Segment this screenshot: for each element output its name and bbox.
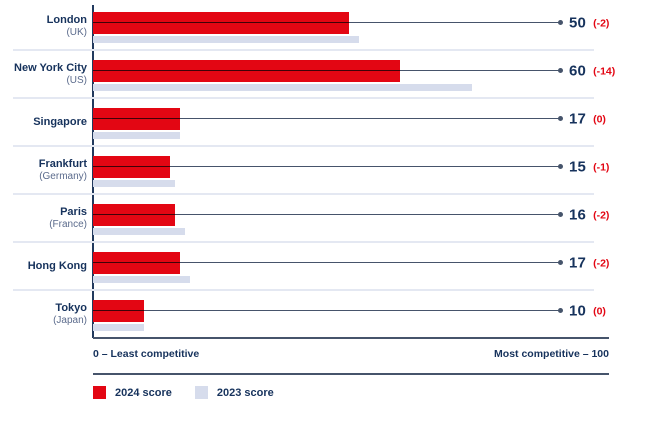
score-value: 15 (-1): [569, 159, 609, 176]
bar-2024: [93, 252, 181, 274]
chart-row-tokyo: Tokyo (Japan) 10 (0): [0, 290, 648, 338]
row-separator: [13, 145, 594, 147]
bar-2024: [93, 156, 170, 178]
score-change: (0): [593, 305, 606, 317]
country-label: (UK): [66, 26, 87, 38]
row-label: Paris (France): [0, 196, 87, 240]
country-label: (France): [49, 218, 87, 230]
score-number: 15: [569, 158, 587, 176]
city-label: Paris: [60, 205, 87, 218]
score-value: 17 (0): [569, 111, 606, 128]
score-number: 17: [569, 254, 587, 272]
chart-row-london: London (UK) 50 (-2): [0, 2, 648, 51]
city-label: New York City: [14, 61, 87, 74]
bar-2024: [93, 108, 181, 130]
score-number: 17: [569, 110, 587, 128]
chart-row-paris: Paris (France) 16 (-2): [0, 194, 648, 243]
chart-row-frankfurt: Frankfurt (Germany) 15 (-1): [0, 146, 648, 195]
x-axis-bottom-line: [93, 337, 609, 339]
score-leader-line: [93, 259, 563, 265]
legend: 2024 score 2023 score: [93, 386, 274, 399]
row-separator: [13, 241, 594, 243]
city-label: Frankfurt: [38, 157, 87, 170]
row-label: Frankfurt (Germany): [0, 148, 87, 192]
row-label: London (UK): [0, 4, 87, 48]
score-value: 60 (-14): [569, 63, 615, 80]
city-label: Singapore: [33, 115, 87, 128]
bar-2023: [93, 276, 191, 283]
legend-item-2024: 2024 score: [93, 386, 172, 399]
score-number: 10: [569, 302, 587, 320]
city-label: London: [46, 13, 87, 26]
axis-notes: 0 – Least competitive Most competitive –…: [93, 348, 609, 360]
legend-label-2023: 2023 score: [216, 386, 274, 399]
bar-2024: [93, 300, 145, 322]
bar-2024: [93, 60, 401, 82]
bar-2023: [93, 84, 472, 91]
city-label: Hong Kong: [27, 259, 87, 272]
score-leader-line: [93, 115, 563, 121]
score-number: 60: [569, 62, 587, 80]
bar-2023: [93, 324, 145, 331]
score-change: (-2): [593, 209, 610, 221]
score-value: 17 (-2): [569, 255, 609, 272]
score-number: 50: [569, 14, 587, 32]
country-label: (Japan): [53, 314, 87, 326]
row-separator: [13, 289, 594, 291]
score-leader-line: [93, 307, 563, 313]
score-number: 16: [569, 206, 587, 224]
row-label: Tokyo (Japan): [0, 292, 87, 336]
chart-rows: London (UK) 50 (-2) New York City (US) 6…: [0, 2, 648, 338]
legend-swatch-2024: [93, 386, 106, 399]
score-change: (-14): [593, 65, 616, 77]
footer-divider-line: [93, 373, 609, 375]
score-leader-line: [93, 67, 563, 73]
chart-row-new-york-city: New York City (US) 60 (-14): [0, 50, 648, 99]
row-label: Singapore: [0, 100, 87, 144]
legend-item-2023: 2023 score: [194, 386, 274, 399]
row-separator: [13, 97, 594, 99]
score-value: 50 (-2): [569, 15, 609, 32]
legend-label-2024: 2024 score: [115, 386, 172, 399]
bar-2023: [93, 180, 175, 187]
score-change: (0): [593, 113, 606, 125]
score-leader-line: [93, 19, 563, 25]
chart-row-hong-kong: Hong Kong 17 (-2): [0, 242, 648, 291]
axis-note-most: Most competitive – 100: [494, 348, 609, 360]
score-leader-line: [93, 211, 563, 217]
axis-note-least: 0 – Least competitive: [93, 348, 200, 360]
bar-2024: [93, 12, 349, 34]
bar-2023: [93, 228, 186, 235]
score-change: (-2): [593, 257, 610, 269]
chart-row-singapore: Singapore 17 (0): [0, 98, 648, 147]
country-label: (Germany): [39, 170, 87, 182]
bar-2024: [93, 204, 175, 226]
score-change: (-2): [593, 17, 610, 29]
score-change: (-1): [593, 161, 610, 173]
score-value: 16 (-2): [569, 207, 609, 224]
legend-swatch-2023: [194, 386, 208, 399]
bar-2023: [93, 36, 360, 43]
score-value: 10 (0): [569, 303, 606, 320]
row-separator: [13, 49, 594, 51]
row-label: New York City (US): [0, 52, 87, 96]
bar-2023: [93, 132, 181, 139]
country-label: (US): [66, 74, 87, 86]
row-separator: [13, 193, 594, 195]
score-leader-line: [93, 163, 563, 169]
row-label: Hong Kong: [0, 244, 87, 288]
city-label: Tokyo: [55, 301, 87, 314]
